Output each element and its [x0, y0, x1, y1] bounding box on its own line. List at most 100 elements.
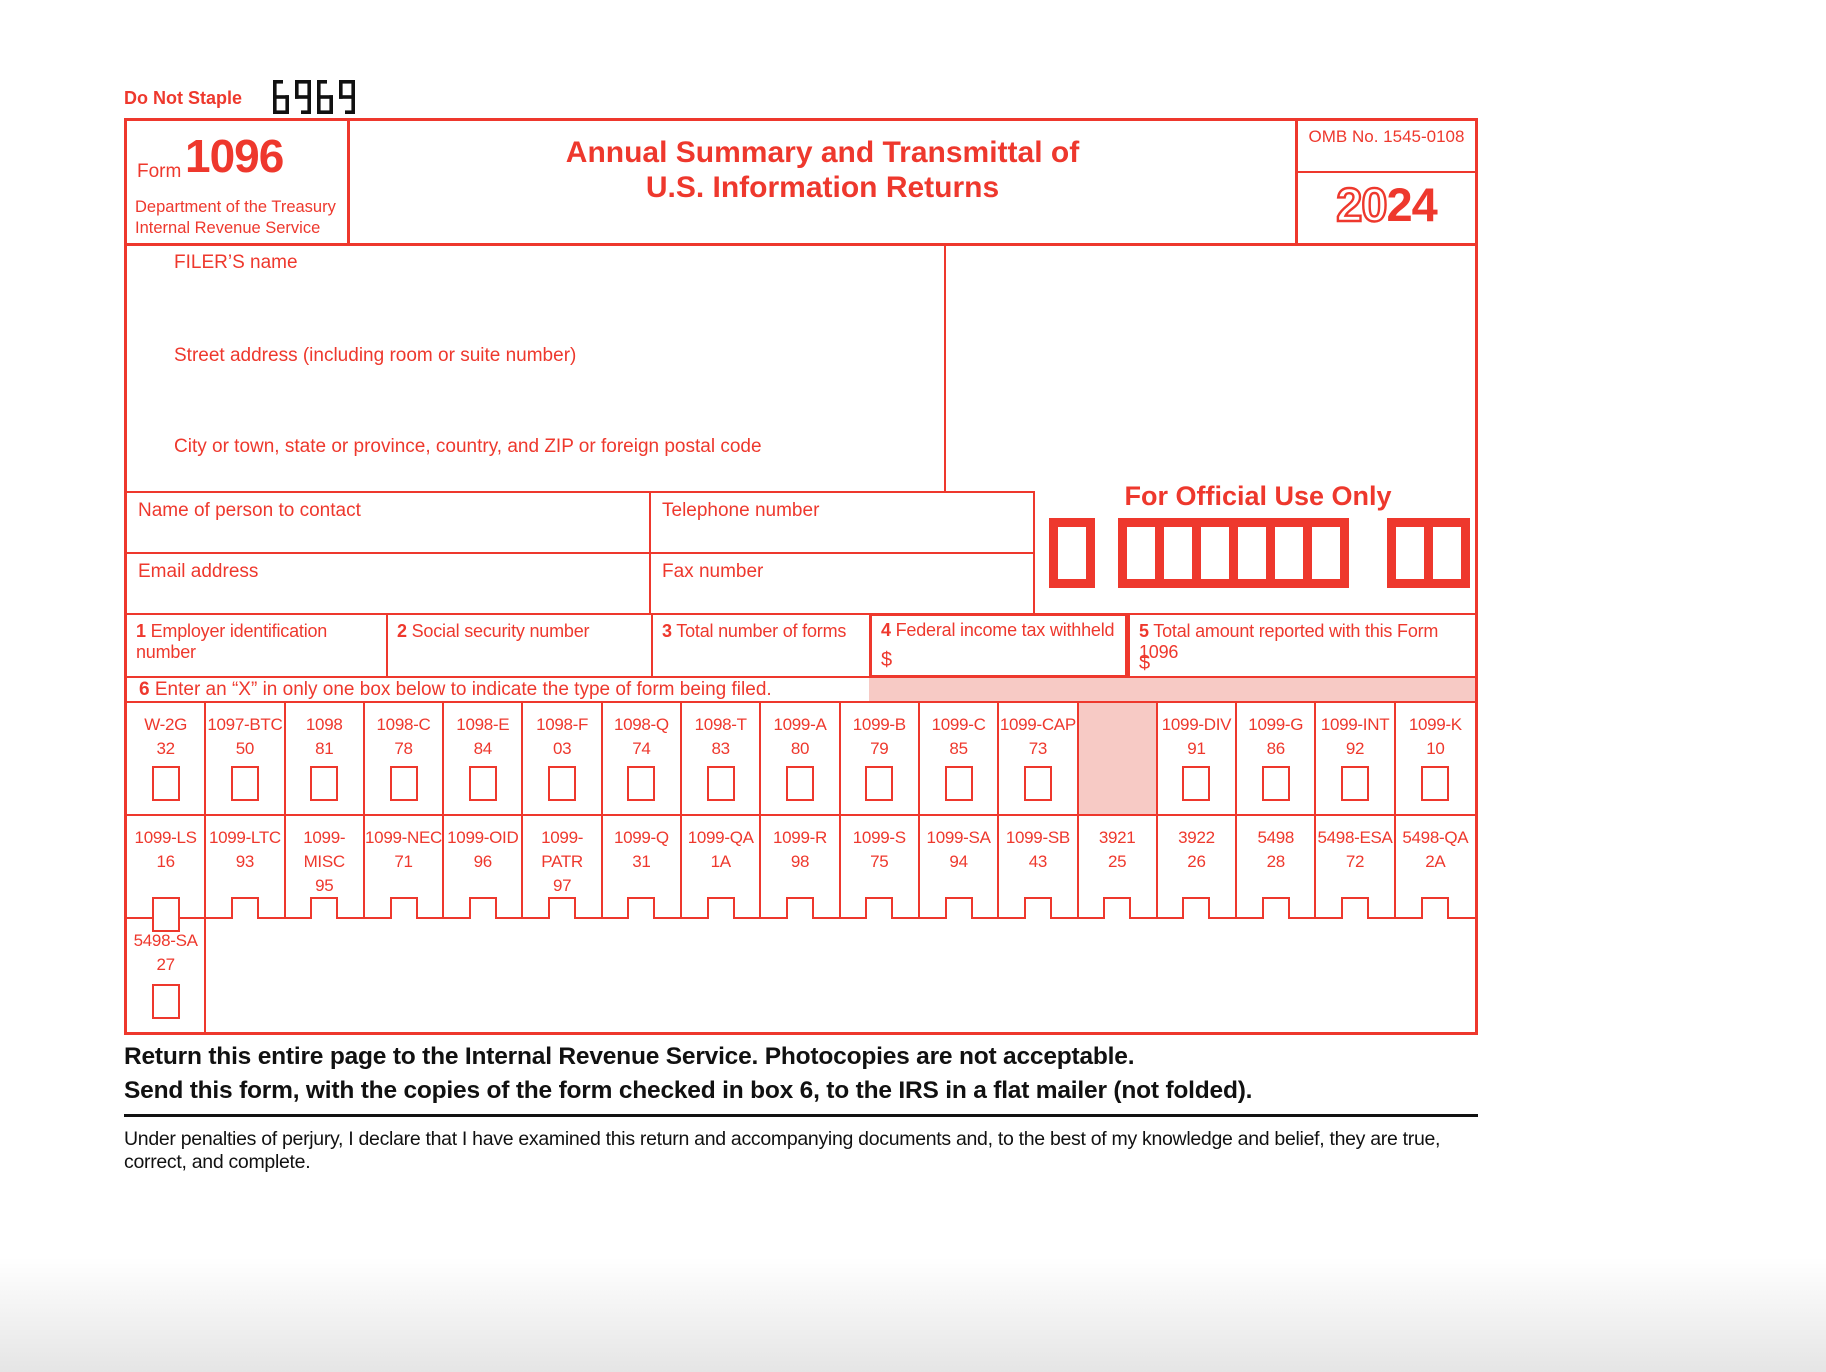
form-type-cell-1099-int: 1099-INT 92: [1316, 703, 1396, 814]
form-word: Form: [137, 161, 182, 182]
fax-number-field[interactable]: Fax number: [662, 561, 764, 582]
checkbox-1099-c[interactable]: [944, 766, 973, 801]
form-type-name: 1099-SA: [926, 828, 991, 847]
form-type-cell-w-2g: W-2G 32: [127, 703, 207, 814]
checkbox-1099-div[interactable]: [1182, 766, 1211, 801]
form-type-name: 5498: [1257, 828, 1295, 847]
contact-section: Name of person to contact Telephone numb…: [127, 491, 1035, 613]
form-type-code: 95: [315, 875, 334, 895]
form-type-row-2: 1099-LS 16 1099-LTC 93 1099-MISC 95 1099-NEC 71…: [127, 816, 1475, 946]
box6-banner: 6 Enter an “X” in only one box below to …: [127, 676, 1475, 703]
filer-block-divider: [944, 246, 946, 491]
filer-name-field[interactable]: [174, 271, 934, 351]
checkbox-1099-a[interactable]: [785, 766, 814, 801]
checkbox-1098-e[interactable]: [468, 766, 497, 801]
form-type-code: 75: [870, 851, 889, 871]
form-type-name: 1098-T: [694, 715, 747, 734]
checkbox-1098-t[interactable]: [706, 766, 735, 801]
form-type-code: 10: [1426, 738, 1445, 758]
official-use-group: [1049, 518, 1095, 588]
checkbox-1099-cap[interactable]: [1023, 766, 1052, 801]
form-type-code: 25: [1108, 851, 1127, 871]
form-type-cell-1099-a: 1099-A 80: [761, 703, 841, 814]
box-label: 2 Social security number: [397, 621, 590, 641]
form-type-code: 81: [315, 738, 334, 758]
checkbox-1098-f[interactable]: [548, 766, 577, 801]
form-type-name: W-2G: [144, 715, 188, 734]
seven-segment-digit: [339, 80, 355, 114]
box6-instruction: 6 Enter an “X” in only one box below to …: [139, 679, 772, 700]
form-type-cell-1098-e: 1098-E 84: [444, 703, 524, 814]
form-type-name: 5498-QA: [1402, 828, 1469, 847]
checkbox-1099-k[interactable]: [1421, 766, 1450, 801]
form-type-name: 1099-INT: [1320, 715, 1390, 734]
form-type-code: 83: [711, 738, 731, 758]
box-5-total-amount-reported-with-this-form-1096[interactable]: 5 Total amount reported with this Form 1…: [1128, 615, 1475, 678]
form-type-name: 5498-SA: [133, 931, 198, 950]
form-type-name: 1099-B: [852, 715, 906, 734]
perjury-statement: Under penalties of perjury, I declare th…: [124, 1128, 1441, 1173]
form-title: Annual Summary and Transmittal of U.S. I…: [565, 136, 1080, 205]
form-type-row-3: 5498-SA 27: [127, 919, 1475, 1032]
shaded-reserved-cell: [1078, 703, 1158, 814]
footer-rule: [124, 1114, 1478, 1117]
form-type-cell-1098: 1098 81: [286, 703, 365, 814]
official-use-cell: [1433, 527, 1461, 579]
official-use-cell: [1058, 527, 1086, 579]
empty-merged-cell: [206, 919, 1475, 1032]
checkbox-1099-g[interactable]: [1261, 766, 1290, 801]
form-type-code: 98: [790, 851, 810, 871]
form-type-cell-1099-ls: 1099-LS 16: [127, 816, 207, 946]
form-type-name: 1099-CAP: [999, 715, 1076, 734]
omb-number: OMB No. 1545-0108: [1308, 127, 1465, 146]
form-type-name: 3922: [1178, 828, 1215, 847]
checkbox-w-2g[interactable]: [151, 766, 180, 801]
checkbox-1097-btc[interactable]: [230, 766, 259, 801]
form-type-code: 32: [156, 738, 175, 758]
email-address-field[interactable]: Email address: [127, 554, 651, 613]
form-type-name: 1098-Q: [613, 715, 669, 734]
header-divider: [124, 243, 1478, 246]
official-use-cell: [1238, 527, 1266, 579]
footer-instruction-1: Return this entire page to the Internal …: [124, 1043, 1135, 1070]
official-use-group: [1118, 518, 1349, 588]
checkbox-1099-b[interactable]: [865, 766, 894, 801]
box-1-employer-identification-number[interactable]: 1 Employer identification number: [127, 615, 386, 678]
form-type-name: 1099-A: [773, 715, 827, 734]
checkbox-5498-sa[interactable]: [151, 984, 180, 1019]
filer-name-label: FILER’S name: [174, 252, 298, 273]
form-type-code: 27: [156, 954, 175, 974]
form-type-name: 1099-S: [852, 828, 906, 847]
form-type-name: 1099-DIV: [1161, 715, 1232, 734]
street-address-field[interactable]: [174, 364, 934, 434]
form-type-cell-1099-qa: 1099-QA 1A: [682, 816, 762, 946]
checkbox-1098-c[interactable]: [389, 766, 418, 801]
box-3-total-number-of-forms[interactable]: 3 Total number of forms: [651, 615, 869, 678]
form-type-code: 28: [1266, 851, 1286, 871]
contact-name-field[interactable]: Name of person to contact: [127, 493, 651, 554]
form-type-name: 1098-F: [536, 715, 589, 734]
checkbox-1099-int[interactable]: [1341, 766, 1370, 801]
checkbox-1099-ls[interactable]: [151, 897, 180, 933]
checkbox-1098[interactable]: [310, 766, 339, 801]
form-type-code: 92: [1345, 738, 1365, 758]
form-type-row-1: W-2G 32 1097-BTC 50 1098 81 1098-C 78 1098-E 84 10…: [127, 703, 1475, 816]
box-2-social-security-number[interactable]: 2 Social security number: [386, 615, 651, 678]
form-type-code: 86: [1266, 738, 1286, 758]
city-state-zip-field[interactable]: [174, 455, 934, 485]
do-not-staple-label: Do Not Staple: [124, 88, 243, 108]
checkbox-1098-q[interactable]: [627, 766, 656, 801]
numbered-boxes-row: 1 Employer identification number 2 Social…: [127, 613, 1475, 678]
form-type-code: 2A: [1425, 851, 1446, 871]
form-type-code: 93: [235, 851, 255, 871]
form-type-name: 1099-LS: [134, 828, 197, 847]
footer-instruction-2: Send this form, with the copies of the f…: [124, 1077, 1253, 1104]
form-type-name: 1098-E: [456, 715, 510, 734]
telephone-number-field[interactable]: Telephone number: [651, 493, 1035, 554]
form-type-cell-1097-btc: 1097-BTC 50: [206, 703, 286, 814]
page-fade: [0, 1257, 1826, 1372]
box-label: 3 Total number of forms: [662, 621, 847, 641]
box-4-federal-income-tax-withheld[interactable]: 4 Federal income tax withheld $: [869, 613, 1128, 678]
dollar-sign: $: [881, 649, 892, 671]
form-type-code: 91: [1187, 738, 1206, 758]
